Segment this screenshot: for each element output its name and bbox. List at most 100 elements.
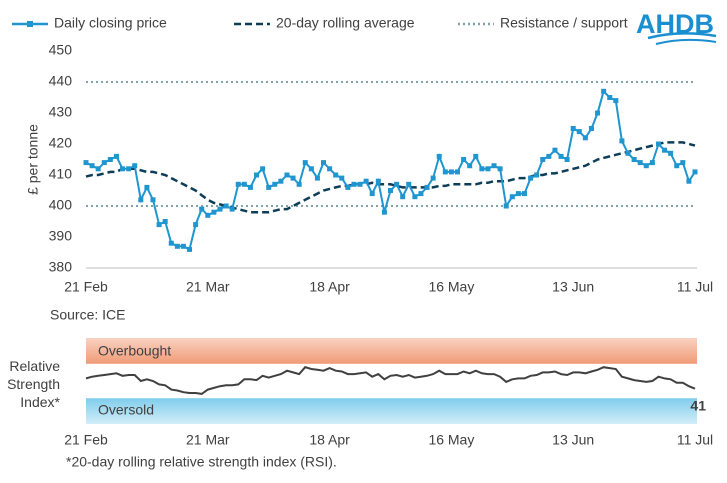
marker xyxy=(205,212,211,218)
marker xyxy=(381,209,387,215)
marker xyxy=(241,181,247,187)
marker xyxy=(168,240,174,246)
marker xyxy=(83,160,89,166)
marker xyxy=(680,160,686,166)
marker xyxy=(180,243,186,249)
logo-swoosh xyxy=(655,38,717,45)
x-tick-label: 13 Jun xyxy=(552,279,594,295)
marker xyxy=(290,175,296,181)
marker xyxy=(595,110,601,116)
marker xyxy=(284,172,290,178)
marker xyxy=(211,209,217,215)
rsi-label: Relative Strength Index* xyxy=(7,358,60,410)
series-line xyxy=(85,89,696,251)
y-tick-label: 450 xyxy=(49,42,73,58)
marker xyxy=(314,175,320,181)
value-label: 41 xyxy=(690,397,706,413)
y-tick-label: 430 xyxy=(49,104,73,120)
x-tick-label: 21 Feb xyxy=(64,432,108,448)
marker xyxy=(150,197,156,203)
marker xyxy=(601,88,607,94)
y-tick-label: 410 xyxy=(49,166,73,182)
marker xyxy=(509,194,515,200)
marker xyxy=(406,181,412,187)
marker xyxy=(625,150,631,156)
marker xyxy=(521,191,527,197)
marker xyxy=(528,175,534,181)
marker xyxy=(576,129,582,135)
marker xyxy=(503,203,509,209)
x-tick-label: 16 May xyxy=(428,279,474,295)
marker xyxy=(254,172,260,178)
marker xyxy=(321,160,327,166)
marker xyxy=(491,163,497,169)
marker xyxy=(582,135,588,141)
marker xyxy=(607,95,613,100)
x-tick-label: 13 Jun xyxy=(552,432,594,448)
y-axis-label: £ per tonne xyxy=(25,124,41,195)
x-tick-label: 21 Mar xyxy=(186,279,230,295)
marker xyxy=(424,184,430,190)
marker xyxy=(345,184,351,190)
marker xyxy=(156,222,162,228)
x-tick-label: 18 Apr xyxy=(309,279,350,295)
band xyxy=(86,398,697,424)
marker xyxy=(89,163,95,169)
marker xyxy=(193,222,199,228)
y-tick-label: 390 xyxy=(49,228,73,244)
logo-swoosh xyxy=(647,32,717,40)
marker xyxy=(637,160,643,166)
band-label: Overbought xyxy=(98,343,171,359)
y-tick-label: 400 xyxy=(49,197,73,213)
marker xyxy=(515,191,521,197)
marker xyxy=(388,188,393,193)
marker xyxy=(534,172,540,178)
marker xyxy=(296,181,302,187)
marker xyxy=(473,153,479,159)
marker xyxy=(113,153,119,159)
marker xyxy=(138,197,144,203)
marker xyxy=(430,175,436,181)
source: Source: ICE xyxy=(50,307,125,323)
marker xyxy=(412,194,418,200)
legend-label: Resistance / support xyxy=(500,15,628,31)
marker xyxy=(351,181,357,187)
marker xyxy=(247,184,253,190)
marker xyxy=(101,160,107,166)
marker xyxy=(357,181,363,187)
x-tick-label: 21 Mar xyxy=(186,432,230,448)
marker xyxy=(552,147,558,153)
marker xyxy=(613,98,619,104)
series-line xyxy=(85,141,696,214)
marker xyxy=(375,178,381,184)
marker xyxy=(339,175,345,181)
marker xyxy=(448,169,454,175)
marker xyxy=(144,184,150,190)
marker xyxy=(668,150,674,156)
marker xyxy=(229,206,235,212)
band-label: Oversold xyxy=(98,402,154,418)
marker xyxy=(199,206,205,212)
band xyxy=(86,338,697,364)
marker xyxy=(485,166,491,172)
marker xyxy=(564,157,570,162)
marker xyxy=(674,163,680,169)
marker xyxy=(95,166,101,172)
marker xyxy=(619,138,625,144)
marker xyxy=(643,163,649,169)
legend-marker xyxy=(27,21,33,27)
marker xyxy=(369,191,375,197)
footnote: *20-day rolling relative strength index … xyxy=(66,454,337,470)
marker xyxy=(436,153,442,159)
marker xyxy=(126,166,132,172)
marker xyxy=(162,219,168,224)
marker xyxy=(558,153,564,159)
marker xyxy=(132,163,138,169)
marker xyxy=(540,157,546,162)
marker xyxy=(631,157,637,162)
legend-label: Daily closing price xyxy=(54,15,167,31)
y-tick-label: 380 xyxy=(49,259,73,275)
marker xyxy=(302,160,308,166)
marker xyxy=(442,169,448,175)
x-tick-label: 18 Apr xyxy=(309,432,350,448)
